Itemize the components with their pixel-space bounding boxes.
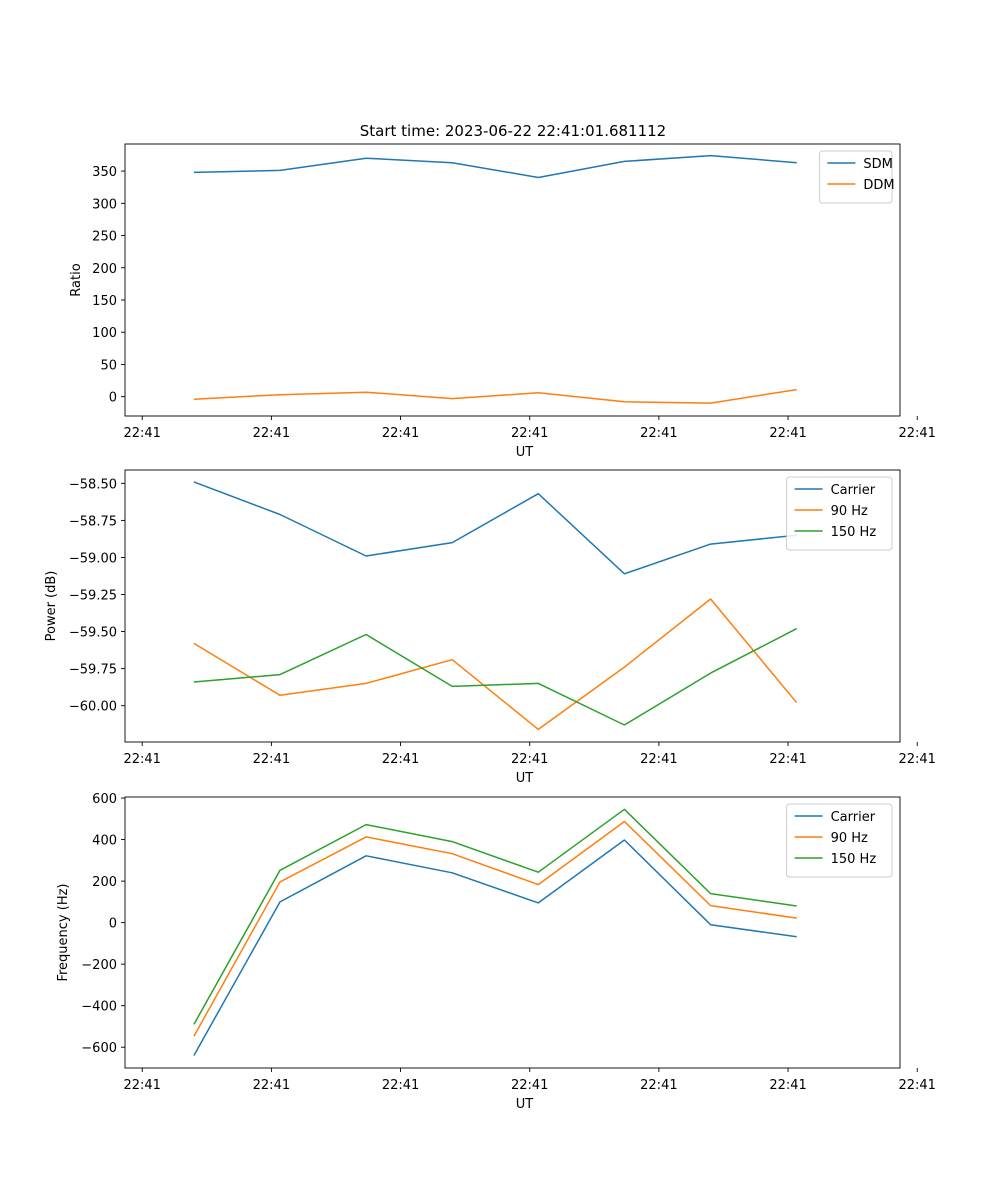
legend-label: Carrier xyxy=(831,483,876,498)
x-tick-label: 22:41 xyxy=(382,426,419,441)
legend-label: Carrier xyxy=(831,810,876,825)
series-line-carrier xyxy=(193,481,797,575)
plot-area xyxy=(125,470,900,742)
series-line-ddm xyxy=(193,388,797,404)
y-tick-label: −58.75 xyxy=(69,514,117,529)
y-tick-label: −60.00 xyxy=(69,700,117,715)
legend: Carrier 90 Hz 150 Hz xyxy=(786,803,893,878)
y-tick-label: −59.50 xyxy=(69,626,117,641)
legend-box xyxy=(818,150,893,204)
y-tick-label: −58.50 xyxy=(69,477,117,492)
axes-frame xyxy=(124,796,901,1069)
subplot-2: 22:41 22:41 22:41 22:41 22:41 22:41 22:41 −60.0… xyxy=(44,469,936,786)
legend-label: 150 Hz xyxy=(831,852,877,867)
x-axis-label: UT xyxy=(516,1097,534,1112)
subplot-3: 22:41 22:41 22:41 22:41 22:41 22:41 22:41 −600 −… xyxy=(56,792,936,1112)
subplot-1: 22:41 22:41 22:41 22:41 22:41 22:41 22:41 0 50 10… xyxy=(69,143,936,460)
x-tick-label: 22:41 xyxy=(640,1078,677,1093)
x-tick-label: 22:41 xyxy=(123,752,160,767)
x-tick-label: 22:41 xyxy=(769,426,806,441)
series-line-sdm xyxy=(193,154,797,179)
axes-frame xyxy=(124,143,901,417)
y-tick-label: 400 xyxy=(92,834,117,849)
legend-label: 90 Hz xyxy=(831,504,868,519)
y-axis-label: Power (dB) xyxy=(44,571,59,642)
y-tick-label: 200 xyxy=(92,262,117,277)
x-tick-label: 22:41 xyxy=(511,426,548,441)
x-tick-label: 22:41 xyxy=(382,1078,419,1093)
y-tick-label: 150 xyxy=(92,294,117,309)
y-tick-label: −400 xyxy=(81,1000,117,1015)
y-tick-label: 300 xyxy=(92,197,117,212)
series-line-150-hz xyxy=(193,627,798,726)
subplots: 22:41 22:41 22:41 22:41 22:41 22:41 22:41 0 50 10… xyxy=(44,143,936,1112)
x-tick-label: 22:41 xyxy=(253,1078,290,1093)
x-tick-label: 22:41 xyxy=(253,752,290,767)
y-axis-label: Frequency (Hz) xyxy=(56,883,71,981)
y-tick-label: 600 xyxy=(92,792,117,807)
y-tick-label: −59.00 xyxy=(69,551,117,566)
series-line-90-hz xyxy=(193,598,798,731)
x-tick-label: 22:41 xyxy=(253,426,290,441)
x-tick-label: 22:41 xyxy=(640,426,677,441)
x-axis-label: UT xyxy=(516,771,534,786)
legend: Carrier 90 Hz 150 Hz xyxy=(786,476,893,551)
y-tick-label: 0 xyxy=(109,391,117,406)
x-tick-label: 22:41 xyxy=(511,1078,548,1093)
x-tick-label: 22:41 xyxy=(511,752,548,767)
legend-label: 90 Hz xyxy=(831,831,868,846)
y-tick-label: −200 xyxy=(81,958,117,973)
x-tick-label: 22:41 xyxy=(640,752,677,767)
y-tick-label: −600 xyxy=(81,1041,117,1056)
x-tick-label: 22:41 xyxy=(769,752,806,767)
x-axis-label: UT xyxy=(516,445,534,460)
series-line-carrier xyxy=(193,839,797,1056)
x-tick-label: 22:41 xyxy=(769,1078,806,1093)
y-tick-label: 100 xyxy=(92,326,117,341)
y-tick-label: 250 xyxy=(92,230,117,245)
y-tick-label: 50 xyxy=(100,358,117,373)
plot-area xyxy=(125,797,900,1068)
x-tick-label: 22:41 xyxy=(898,1078,935,1093)
legend-label: 150 Hz xyxy=(831,525,877,540)
y-tick-label: 0 xyxy=(109,917,117,932)
legend-label: DDM xyxy=(863,178,894,193)
series-line-150-hz xyxy=(193,808,797,1025)
legend: SDM DDM xyxy=(818,150,895,204)
y-tick-label: −59.25 xyxy=(69,589,117,604)
series-line-90-hz xyxy=(193,820,797,1037)
x-tick-label: 22:41 xyxy=(898,426,935,441)
y-axis-label: Ratio xyxy=(69,263,84,296)
figure-title: Start time: 2023-06-22 22:41:01.681112 xyxy=(360,122,666,140)
x-tick-label: 22:41 xyxy=(382,752,419,767)
y-tick-label: 200 xyxy=(92,875,117,890)
x-tick-label: 22:41 xyxy=(123,1078,160,1093)
x-tick-label: 22:41 xyxy=(123,426,160,441)
legend-label: SDM xyxy=(863,157,892,172)
y-tick-label: 350 xyxy=(92,165,117,180)
axes-frame xyxy=(124,469,901,743)
plot-area xyxy=(125,144,900,416)
x-tick-label: 22:41 xyxy=(898,752,935,767)
y-tick-label: −59.75 xyxy=(69,663,117,678)
